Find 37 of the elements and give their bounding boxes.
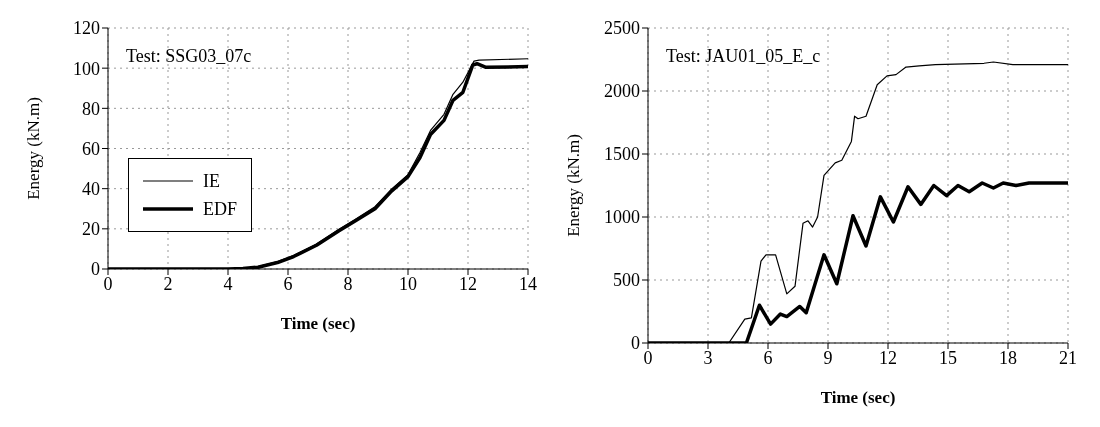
y-tick-label: 20 xyxy=(82,219,100,240)
y-tick-label: 80 xyxy=(82,98,100,119)
x-tick-label: 0 xyxy=(643,347,653,368)
y-axis-title: Energy (kN.m) xyxy=(564,134,584,237)
x-tick-label: 6 xyxy=(763,347,773,368)
annotation: Test: SSG03_07c xyxy=(126,46,252,67)
y-tick-label: 120 xyxy=(73,18,100,39)
x-tick-label: 12 xyxy=(879,347,897,368)
x-tick-label: 9 xyxy=(823,347,833,368)
x-tick-label: 2 xyxy=(163,273,173,294)
y-tick-label: 0 xyxy=(631,333,640,354)
x-tick-label: 21 xyxy=(1059,347,1077,368)
x-tick-label: 8 xyxy=(343,273,353,294)
y-tick-label: 500 xyxy=(613,270,640,291)
x-tick-label: 18 xyxy=(999,347,1017,368)
y-axis-title: Energy (kN.m) xyxy=(24,97,44,200)
y-tick-label: 2500 xyxy=(604,18,640,39)
x-tick-label: 3 xyxy=(703,347,713,368)
x-tick-label: 15 xyxy=(939,347,957,368)
y-tick-label: 1000 xyxy=(604,207,640,228)
x-tick-label: 4 xyxy=(223,273,233,294)
y-tick-label: 1500 xyxy=(604,144,640,165)
legend-label: IE xyxy=(203,170,220,193)
x-tick-label: 10 xyxy=(399,273,417,294)
y-tick-label: 60 xyxy=(82,138,100,159)
x-tick-label: 12 xyxy=(459,273,477,294)
y-tick-label: 100 xyxy=(73,58,100,79)
y-tick-label: 2000 xyxy=(604,81,640,102)
legend-label: EDF xyxy=(203,198,238,221)
x-tick-label: 0 xyxy=(103,273,113,294)
y-tick-label: 40 xyxy=(82,179,100,200)
x-axis-title: Time (sec) xyxy=(820,388,896,407)
annotation: Test: JAU01_05_E_c xyxy=(666,46,821,67)
x-tick-label: 14 xyxy=(519,273,537,294)
x-axis-title: Time (sec) xyxy=(280,314,356,333)
x-tick-label: 6 xyxy=(283,273,293,294)
y-tick-label: 0 xyxy=(91,259,100,280)
